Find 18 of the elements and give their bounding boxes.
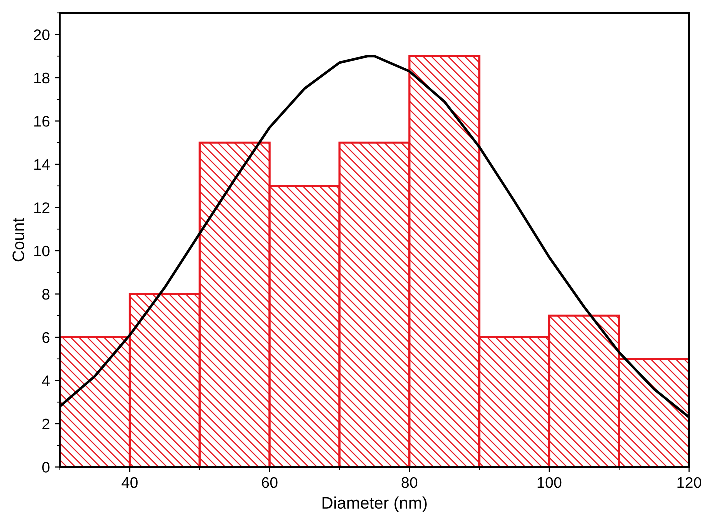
y-tick-label: 2 (42, 418, 50, 430)
y-tick-label: 0 (42, 462, 50, 473)
x-tick-label: 120 (678, 477, 702, 488)
x-tick-label: 40 (122, 477, 138, 488)
y-axis-title: Count (12, 218, 25, 262)
y-tick-label: 16 (34, 116, 50, 127)
y-tick-label: 10 (34, 246, 50, 257)
y-tick-label: 14 (34, 160, 50, 170)
y-tick-label: 12 (34, 202, 50, 214)
y-tick-label: 18 (34, 72, 50, 84)
x-tick-label: 80 (402, 477, 418, 488)
y-tick-label: 4 (42, 376, 50, 386)
x-tick-label: 60 (262, 477, 278, 488)
y-tick-label: 8 (42, 289, 50, 300)
x-tick-label: 100 (538, 477, 562, 488)
y-tick-label: 20 (34, 30, 50, 40)
y-tick-label: 6 (42, 332, 50, 344)
x-axis-title: Diameter (nm) (322, 496, 427, 512)
